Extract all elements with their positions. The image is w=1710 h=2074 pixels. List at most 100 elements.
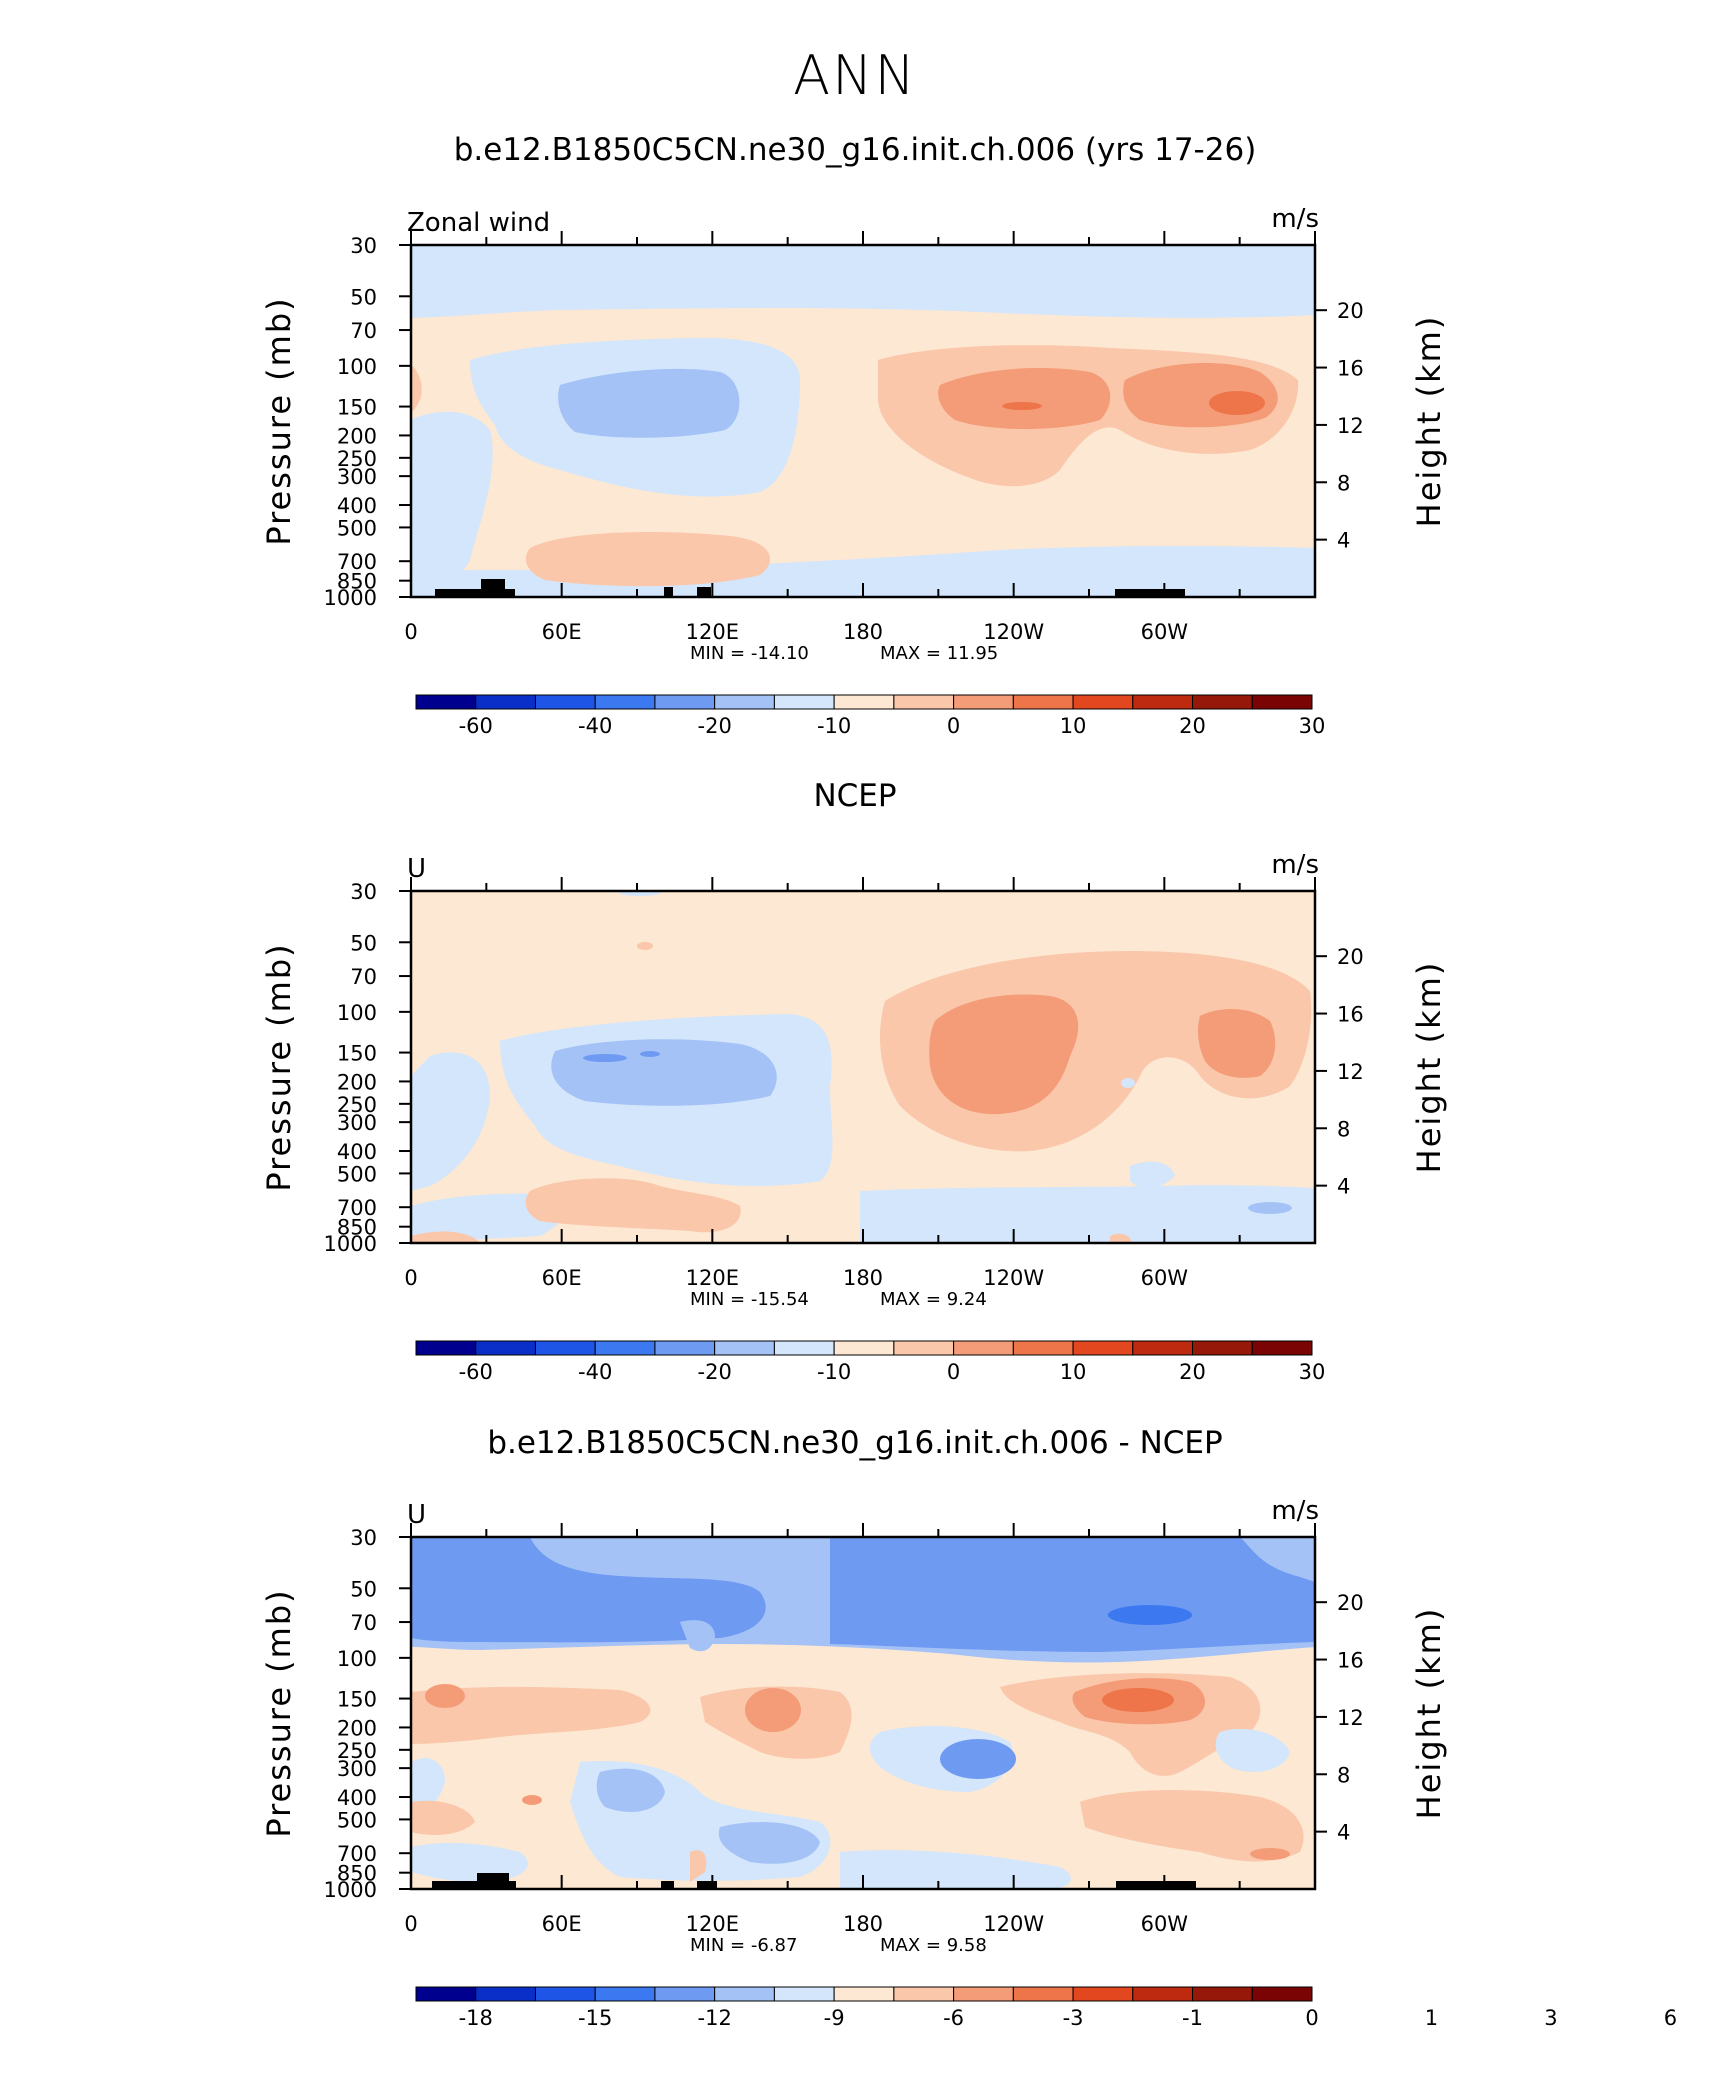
y-tick-label: 400 <box>337 1786 377 1810</box>
colorbar-swatch <box>893 1986 955 2002</box>
colorbar-swatch <box>714 1986 775 2002</box>
y-tick-label: 400 <box>337 494 377 518</box>
colorbar-label: -60 <box>459 1360 493 1384</box>
x-tick-label: 0 <box>404 1266 417 1290</box>
y-tick-label: 300 <box>337 465 377 489</box>
y-right-tick-label: 4 <box>1337 529 1350 553</box>
x-tick-label: 120W <box>983 620 1044 644</box>
panel-difference: 0 60E 120E 180 120W 60W3050701001502002503004… <box>260 1496 1677 2030</box>
x-tick-label: 120W <box>983 1912 1044 1936</box>
y-tick-label: 150 <box>337 396 377 420</box>
colorbar-label: 0 <box>947 714 960 738</box>
x-tick-label: 60W <box>1141 1912 1189 1936</box>
colorbar-swatch <box>1012 1340 1074 1356</box>
y-tick-label: 700 <box>337 1842 377 1866</box>
x-tick-label: 120W <box>983 1266 1044 1290</box>
y-right-tick-label: 12 <box>1337 1706 1364 1730</box>
colorbar-label: -6 <box>943 2006 964 2030</box>
colorbar: -60 -40 -20 -10 0 10 20 30 <box>415 1340 1326 1384</box>
y-tick-label: 300 <box>337 1757 377 1781</box>
colorbar-swatch <box>475 1986 536 2002</box>
y-tick-label: 200 <box>337 1716 377 1740</box>
y-tick-label: 400 <box>337 1140 377 1164</box>
colorbar-label: 30 <box>1299 1360 1326 1384</box>
colorbar-swatch <box>833 1986 895 2002</box>
colorbar-swatch <box>953 1340 1014 1356</box>
colorbar-swatch <box>1072 694 1134 710</box>
colorbar-swatch <box>773 1986 835 2002</box>
y-right-tick-label: 20 <box>1337 1591 1364 1615</box>
colorbar-swatch <box>1132 1986 1194 2002</box>
x-tick-label: 60W <box>1141 620 1189 644</box>
x-tick-label: 0 <box>404 620 417 644</box>
y-right-tick-label: 8 <box>1337 471 1350 495</box>
y-tick-label: 250 <box>337 447 377 471</box>
y-tick-label: 850 <box>337 570 377 594</box>
colorbar-swatch <box>415 694 477 710</box>
y-tick-label: 50 <box>350 285 377 309</box>
colorbar-label: -40 <box>578 714 612 738</box>
colorbar-swatch <box>534 694 596 710</box>
y-tick-label: 100 <box>337 1001 377 1025</box>
colorbar-swatch <box>1132 1340 1194 1356</box>
colorbar-swatch <box>1192 1986 1253 2002</box>
y-right-tick-label: 4 <box>1337 1175 1350 1199</box>
colorbar-swatch <box>654 694 716 710</box>
y-axis-label: Pressure (mb) <box>260 296 298 545</box>
colorbar-label: 30 <box>1299 714 1326 738</box>
colorbar-label: 1 <box>1425 2006 1438 2030</box>
colorbar-swatch <box>534 1986 596 2002</box>
colorbar-swatch <box>415 1340 477 1356</box>
colorbar-label: -10 <box>817 714 851 738</box>
y-tick-label: 200 <box>337 424 377 448</box>
min-value: MIN = -6.87 <box>690 1935 797 1956</box>
y-tick-label: 700 <box>337 1196 377 1220</box>
y-tick-label: 1000 <box>324 586 377 610</box>
colorbar-swatch <box>893 694 955 710</box>
y-tick-label: 30 <box>350 1526 377 1550</box>
colorbar-swatch <box>594 694 656 710</box>
main-title: ANN <box>793 44 917 107</box>
colorbar-swatch <box>1132 694 1194 710</box>
colorbar-swatch <box>594 1986 656 2002</box>
colorbar-label: -20 <box>698 714 732 738</box>
y-tick-label: 1000 <box>324 1878 377 1902</box>
y-tick-label: 850 <box>337 1862 377 1886</box>
colorbar-label: -12 <box>698 2006 732 2030</box>
panel-model: 0 60E 120E 180 120W 60W3050701001502002503004… <box>260 204 1448 738</box>
max-value: MAX = 11.95 <box>880 643 998 664</box>
y-right-tick-label: 12 <box>1337 1060 1364 1084</box>
x-tick-label: 180 <box>843 620 883 644</box>
colorbar-swatch <box>1012 694 1074 710</box>
colorbar-swatch <box>1251 1340 1313 1356</box>
colorbar-swatch <box>415 1986 477 2002</box>
y-right-tick-label: 20 <box>1337 945 1364 969</box>
colorbar-label: -20 <box>698 1360 732 1384</box>
colorbar: -60 -40 -20 -10 0 10 20 30 <box>415 694 1326 738</box>
x-tick-label: 60E <box>542 1912 582 1936</box>
y-tick-label: 70 <box>350 965 377 989</box>
x-tick-label: 60E <box>542 620 582 644</box>
y-right-tick-label: 8 <box>1337 1763 1350 1787</box>
x-tick-label: 60E <box>542 1266 582 1290</box>
colorbar-swatch <box>654 1986 716 2002</box>
colorbar-label: -1 <box>1182 2006 1203 2030</box>
y-tick-label: 70 <box>350 319 377 343</box>
y-tick-label: 850 <box>337 1216 377 1240</box>
y-tick-label: 50 <box>350 931 377 955</box>
colorbar-label: 0 <box>1305 2006 1318 2030</box>
colorbar-label: -3 <box>1063 2006 1084 2030</box>
y-tick-label: 250 <box>337 1739 377 1763</box>
colorbar-swatch <box>714 694 775 710</box>
colorbar-swatch <box>1012 1986 1074 2002</box>
colorbar-label: 10 <box>1060 714 1087 738</box>
colorbar-swatch <box>1192 1340 1253 1356</box>
x-tick-label: 120E <box>686 1266 739 1290</box>
colorbar-label: -9 <box>824 2006 845 2030</box>
x-tick-label: 0 <box>404 1912 417 1936</box>
y-right-tick-label: 16 <box>1337 357 1364 381</box>
colorbar-label: 10 <box>1060 1360 1087 1384</box>
field-label: U <box>407 1500 426 1530</box>
panel-3-title: b.e12.B1850C5CN.ne30_g16.init.ch.006 - N… <box>487 1425 1223 1461</box>
